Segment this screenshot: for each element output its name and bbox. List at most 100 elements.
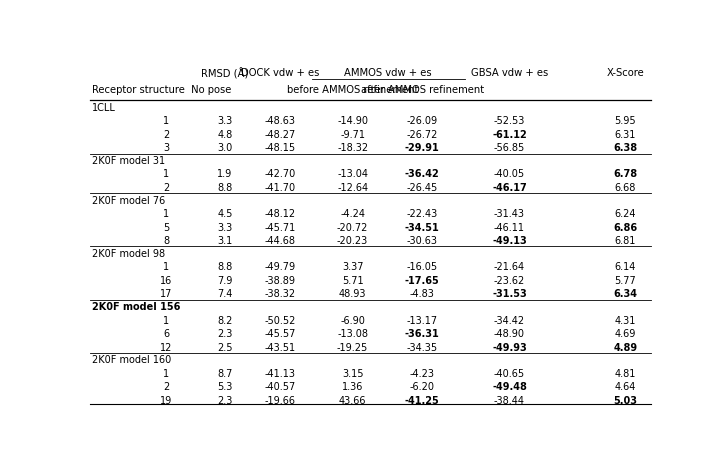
Text: -45.57: -45.57 xyxy=(264,329,296,339)
Text: GBSA vdw + es: GBSA vdw + es xyxy=(471,68,548,78)
Text: -31.43: -31.43 xyxy=(494,209,525,219)
Text: 1: 1 xyxy=(163,316,169,326)
Text: 1: 1 xyxy=(163,369,169,379)
Text: -19.25: -19.25 xyxy=(337,343,368,352)
Text: -4.24: -4.24 xyxy=(340,209,365,219)
Text: 3.3: 3.3 xyxy=(217,223,233,233)
Text: 6.38: 6.38 xyxy=(613,143,638,153)
Text: -34.35: -34.35 xyxy=(406,343,437,352)
Text: after AMMOS refinement: after AMMOS refinement xyxy=(361,85,484,95)
Text: 1CLL: 1CLL xyxy=(92,103,116,113)
Text: 2K0F model 31: 2K0F model 31 xyxy=(92,156,165,166)
Text: -4.23: -4.23 xyxy=(410,369,435,379)
Text: -20.23: -20.23 xyxy=(337,236,368,246)
Text: -4.83: -4.83 xyxy=(410,290,435,299)
Text: 2: 2 xyxy=(163,183,169,193)
Text: -49.48: -49.48 xyxy=(492,382,527,392)
Text: 6.24: 6.24 xyxy=(615,209,636,219)
Text: 3.0: 3.0 xyxy=(217,143,233,153)
Text: -49.79: -49.79 xyxy=(264,262,295,273)
Text: 6.86: 6.86 xyxy=(613,223,638,233)
Text: 1.9: 1.9 xyxy=(217,169,233,180)
Text: -30.63: -30.63 xyxy=(406,236,437,246)
Text: 4.31: 4.31 xyxy=(615,316,636,326)
Text: -12.64: -12.64 xyxy=(337,183,368,193)
Text: -46.11: -46.11 xyxy=(494,223,525,233)
Text: -9.71: -9.71 xyxy=(340,130,365,140)
Text: 6.34: 6.34 xyxy=(614,290,638,299)
Text: 5: 5 xyxy=(163,223,169,233)
Text: Receptor structure  No pose: Receptor structure No pose xyxy=(92,85,231,95)
Text: -48.12: -48.12 xyxy=(264,209,295,219)
Text: -36.42: -36.42 xyxy=(405,169,440,180)
Text: before AMMOS refinement: before AMMOS refinement xyxy=(287,85,419,95)
Text: 3.15: 3.15 xyxy=(342,369,364,379)
Text: 4.5: 4.5 xyxy=(217,209,233,219)
Text: -13.08: -13.08 xyxy=(337,329,368,339)
Text: -48.90: -48.90 xyxy=(494,329,525,339)
Text: 4.8: 4.8 xyxy=(217,130,233,140)
Text: -23.62: -23.62 xyxy=(494,276,525,286)
Text: -40.05: -40.05 xyxy=(494,169,525,180)
Text: -43.51: -43.51 xyxy=(264,343,295,352)
Text: 2K0F model 76: 2K0F model 76 xyxy=(92,196,166,206)
Text: -50.52: -50.52 xyxy=(264,316,296,326)
Text: -6.20: -6.20 xyxy=(410,382,435,392)
Text: DOCK vdw + es: DOCK vdw + es xyxy=(241,68,319,78)
Text: -48.15: -48.15 xyxy=(264,143,295,153)
Text: 2.3: 2.3 xyxy=(217,329,233,339)
Text: 2K0F model 160: 2K0F model 160 xyxy=(92,355,171,365)
Text: 5.03: 5.03 xyxy=(614,396,638,406)
Text: 12: 12 xyxy=(160,343,172,352)
Text: -41.70: -41.70 xyxy=(264,183,295,193)
Text: 2.3: 2.3 xyxy=(217,396,233,406)
Text: -38.89: -38.89 xyxy=(265,276,295,286)
Text: 5.77: 5.77 xyxy=(615,276,636,286)
Text: 5.3: 5.3 xyxy=(217,382,233,392)
Text: X-Score: X-Score xyxy=(607,68,644,78)
Text: 4.89: 4.89 xyxy=(613,343,638,352)
Text: -48.27: -48.27 xyxy=(264,130,296,140)
Text: -52.53: -52.53 xyxy=(494,116,525,126)
Text: 6.68: 6.68 xyxy=(615,183,636,193)
Text: 1: 1 xyxy=(163,262,169,273)
Text: 8.8: 8.8 xyxy=(217,262,233,273)
Text: 4.81: 4.81 xyxy=(615,369,636,379)
Text: 5.71: 5.71 xyxy=(342,276,364,286)
Text: -45.71: -45.71 xyxy=(264,223,296,233)
Text: -40.57: -40.57 xyxy=(264,382,296,392)
Text: -22.43: -22.43 xyxy=(406,209,437,219)
Text: 6.78: 6.78 xyxy=(613,169,638,180)
Text: 3.3: 3.3 xyxy=(217,116,233,126)
Text: 19: 19 xyxy=(160,396,172,406)
Text: -34.51: -34.51 xyxy=(405,223,440,233)
Text: 2K0F model 98: 2K0F model 98 xyxy=(92,249,165,259)
Text: 48.93: 48.93 xyxy=(339,290,367,299)
Text: -20.72: -20.72 xyxy=(337,223,368,233)
Text: 6.31: 6.31 xyxy=(615,130,636,140)
Text: 1: 1 xyxy=(163,116,169,126)
Text: 2: 2 xyxy=(163,382,169,392)
Text: 8.8: 8.8 xyxy=(217,183,233,193)
Text: 8.7: 8.7 xyxy=(217,369,233,379)
Text: 4.69: 4.69 xyxy=(615,329,636,339)
Text: 6.14: 6.14 xyxy=(615,262,636,273)
Text: -17.65: -17.65 xyxy=(405,276,440,286)
Text: 3.37: 3.37 xyxy=(342,262,364,273)
Text: -26.45: -26.45 xyxy=(406,183,437,193)
Text: -26.09: -26.09 xyxy=(406,116,437,126)
Text: 8: 8 xyxy=(163,236,169,246)
Text: -31.53: -31.53 xyxy=(492,290,527,299)
Text: 43.66: 43.66 xyxy=(339,396,367,406)
Text: 2K0F model 156: 2K0F model 156 xyxy=(92,302,181,312)
Text: -56.85: -56.85 xyxy=(494,143,525,153)
Text: 16: 16 xyxy=(160,276,172,286)
Text: 8.2: 8.2 xyxy=(217,316,233,326)
Text: 3.1: 3.1 xyxy=(217,236,233,246)
Text: 6: 6 xyxy=(163,329,169,339)
Text: 7.9: 7.9 xyxy=(217,276,233,286)
Text: -29.91: -29.91 xyxy=(405,143,440,153)
Text: -48.63: -48.63 xyxy=(265,116,295,126)
Text: -6.90: -6.90 xyxy=(340,316,365,326)
Text: 5.95: 5.95 xyxy=(615,116,636,126)
